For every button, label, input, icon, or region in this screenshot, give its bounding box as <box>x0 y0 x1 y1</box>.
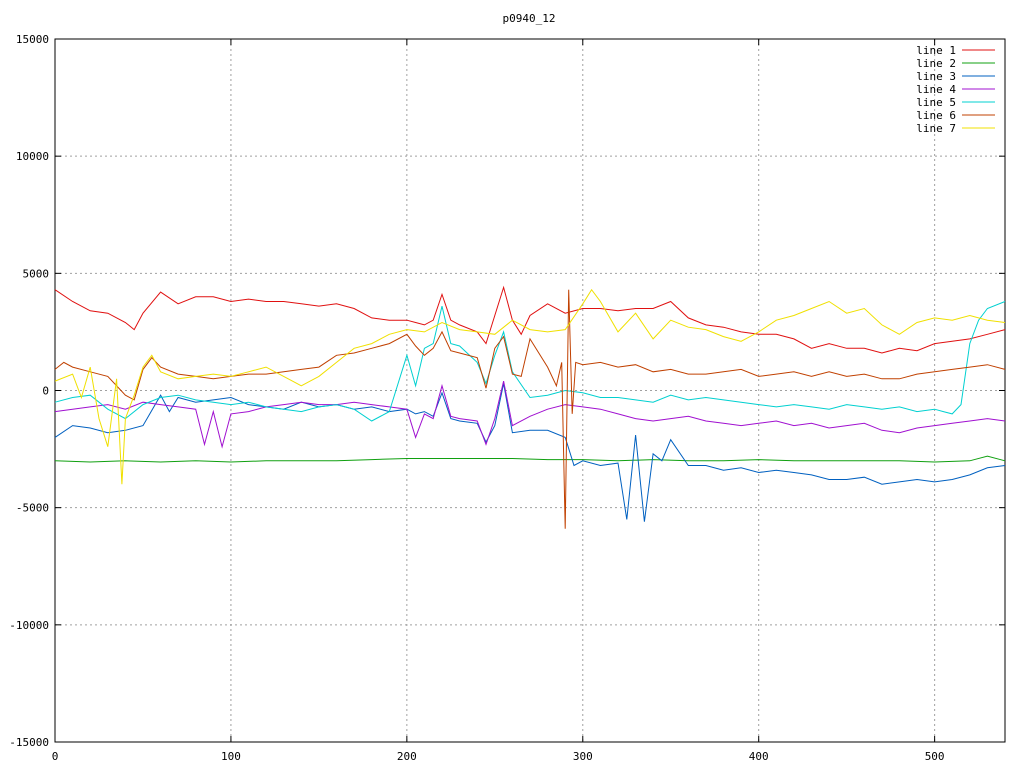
legend-label: line 4 <box>916 83 956 96</box>
x-tick-label: 0 <box>52 750 59 763</box>
grid <box>55 39 1005 742</box>
y-tick-label: -10000 <box>9 619 49 632</box>
x-tick-label: 100 <box>221 750 241 763</box>
chart-title: p0940_12 <box>503 12 556 25</box>
x-tick-label: 300 <box>573 750 593 763</box>
x-tick-label: 200 <box>397 750 417 763</box>
series-line-line-5 <box>54 301 1006 422</box>
series-line-line-4 <box>54 380 1006 449</box>
series-line-line-6 <box>54 289 1006 529</box>
y-tick-label: 5000 <box>23 267 50 280</box>
legend-label: line 5 <box>916 96 956 109</box>
axis-ticks: 0 100 200 300 400 500 -15000 -10000 -5000 0 5000 10… <box>9 33 1005 763</box>
series-line-line-3 <box>54 383 1006 522</box>
series-line-line-2 <box>54 455 1006 463</box>
x-tick-label: 400 <box>749 750 769 763</box>
legend-label: line 1 <box>916 44 956 57</box>
x-tick-label: 500 <box>925 750 945 763</box>
legend-label: line 6 <box>916 109 956 122</box>
series-line-line-1 <box>54 285 1006 354</box>
y-tick-label: -5000 <box>16 502 49 515</box>
series-line-line-7 <box>54 288 1006 485</box>
y-tick-label: 10000 <box>16 150 49 163</box>
legend-label: line 7 <box>916 122 956 135</box>
legend-label: line 3 <box>916 70 956 83</box>
series-lines <box>54 285 1006 529</box>
y-tick-label: 0 <box>42 385 49 398</box>
legend-label: line 2 <box>916 57 956 70</box>
y-tick-label: 15000 <box>16 33 49 46</box>
y-tick-label: -15000 <box>9 736 49 749</box>
